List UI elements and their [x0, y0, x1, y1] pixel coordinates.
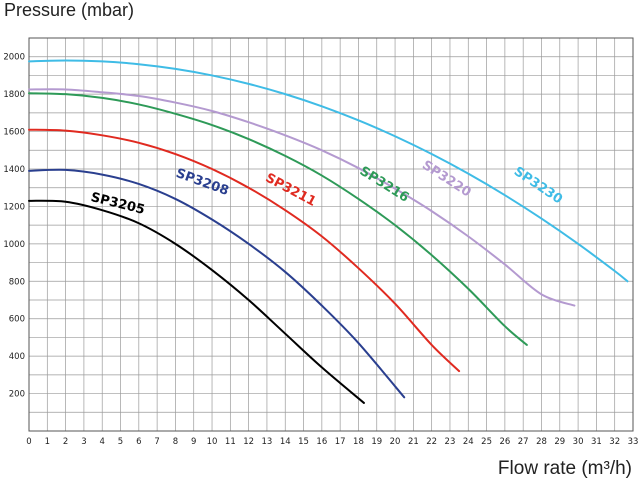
- x-tick-label: 9: [191, 437, 196, 447]
- x-tick-label: 32: [609, 437, 620, 447]
- x-axis-title: Flow rate (m³/h): [497, 458, 632, 479]
- x-tick-label: 23: [445, 437, 456, 447]
- x-tick-label: 21: [408, 437, 419, 447]
- tick-labels: 0 1 2 3 4 5 6 7 8 9 10 11 12 13 14 15 16 17 18 19 20 21 22 23 24…: [3, 53, 638, 447]
- x-tick-label: 3: [81, 437, 86, 447]
- series-line-sp3208: [28, 168, 406, 399]
- series-label-sp3216: SP3216: [357, 164, 412, 206]
- x-tick-label: 2: [63, 437, 68, 447]
- series-line-sp3205: [28, 199, 365, 404]
- series-label-sp3205: SP3205: [89, 190, 146, 218]
- y-tick-label: 2000: [3, 53, 25, 63]
- x-tick-label: 18: [353, 437, 364, 447]
- y-tick-label: 600: [9, 315, 25, 325]
- x-tick-label: 7: [154, 437, 159, 447]
- y-tick-label: 800: [9, 277, 25, 287]
- y-tick-label: 1800: [3, 90, 25, 100]
- x-tick-label: 31: [591, 437, 602, 447]
- x-tick-label: 28: [536, 437, 547, 447]
- x-tick-label: 5: [118, 437, 123, 447]
- y-tick-label: 1200: [3, 202, 25, 212]
- x-tick-label: 20: [390, 437, 401, 447]
- x-tick-label: 19: [371, 437, 382, 447]
- x-tick-label: 12: [243, 437, 254, 447]
- x-tick-label: 14: [280, 437, 291, 447]
- x-tick-label: 15: [298, 437, 309, 447]
- y-tick-label: 400: [9, 352, 25, 362]
- series-label-sp3220: SP3220: [419, 158, 473, 201]
- series-lines: [28, 59, 629, 404]
- y-axis-title: Pressure (mbar): [4, 0, 135, 20]
- x-tick-label: 10: [207, 437, 218, 447]
- x-tick-label: 24: [463, 437, 474, 447]
- series-line-sp3216: [28, 92, 528, 346]
- plot-frame: [28, 37, 634, 432]
- x-tick-label: 0: [26, 437, 31, 447]
- x-tick-label: 29: [554, 437, 565, 447]
- x-tick-label: 4: [100, 437, 105, 447]
- x-tick-label: 11: [225, 437, 236, 447]
- x-tick-label: 6: [136, 437, 141, 447]
- x-tick-label: 13: [262, 437, 273, 447]
- series-label-sp3230: SP3230: [511, 164, 565, 207]
- x-tick-label: 30: [573, 437, 584, 447]
- x-tick-label: 1: [45, 437, 50, 447]
- series-line-sp3230: [28, 59, 629, 283]
- grid: [28, 37, 634, 432]
- y-tick-label: 1000: [3, 240, 25, 250]
- x-tick-label: 33: [628, 437, 639, 447]
- x-tick-label: 8: [173, 437, 178, 447]
- x-tick-label: 17: [335, 437, 346, 447]
- x-tick-label: 22: [426, 437, 437, 447]
- x-tick-label: 16: [316, 437, 327, 447]
- y-tick-label: 1400: [3, 165, 25, 175]
- y-tick-label: 1600: [3, 128, 25, 138]
- x-tick-label: 26: [499, 437, 510, 447]
- series-label-sp3211: SP3211: [263, 171, 319, 210]
- series-label-sp3208: SP3208: [174, 166, 231, 199]
- y-tick-label: 200: [9, 390, 25, 400]
- x-tick-label: 25: [481, 437, 492, 447]
- x-tick-label: 27: [518, 437, 529, 447]
- series-line-sp3211: [28, 128, 461, 373]
- series-line-sp3220: [28, 88, 576, 307]
